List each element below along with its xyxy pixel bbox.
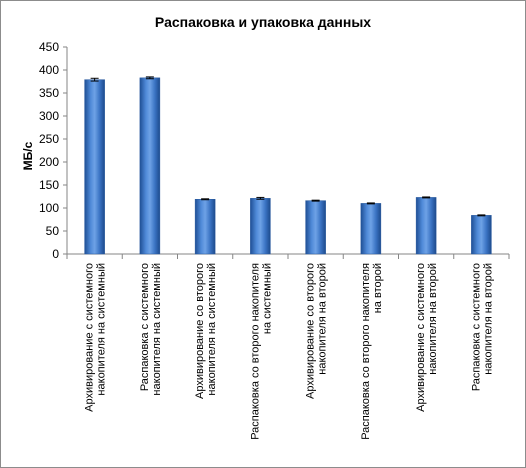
y-tick-label: 450 bbox=[39, 40, 59, 54]
bar-6 bbox=[360, 203, 382, 255]
y-axis-label: МБ/с bbox=[21, 141, 35, 170]
plot-area: 0 50 100 150 200 250 300 350 400 450 Архивирование… bbox=[39, 40, 510, 440]
x-category-label: Распаковка со второго накопителя bbox=[249, 263, 261, 440]
x-category-label: Архивирование с системного bbox=[415, 263, 427, 412]
x-category-label: на системный bbox=[261, 263, 273, 334]
y-tick-label: 150 bbox=[39, 178, 59, 192]
y-tick-label: 350 bbox=[39, 86, 59, 100]
x-category-label: накопителя на второй bbox=[482, 263, 494, 375]
bar-3 bbox=[194, 199, 216, 255]
y-tick-label: 50 bbox=[46, 224, 60, 238]
x-category-label: Распаковка со второго накопителя bbox=[360, 263, 372, 440]
x-category-label: Архивирование со второго bbox=[305, 263, 317, 399]
x-category-label: накопителя на второй bbox=[317, 263, 329, 375]
x-category-label: Архивирование со второго bbox=[194, 263, 206, 399]
x-category-label: на второй bbox=[372, 263, 384, 313]
y-tick-label: 300 bbox=[39, 109, 59, 123]
chart-title: Распаковка и упаковка данных bbox=[155, 14, 371, 30]
x-category-label: накопителя на системный bbox=[206, 263, 218, 396]
bar-4 bbox=[250, 198, 271, 255]
bar-1 bbox=[84, 79, 105, 255]
bar-8 bbox=[471, 215, 492, 255]
y-tick-label: 0 bbox=[52, 247, 59, 261]
x-category-label: накопителя на системный bbox=[96, 263, 108, 396]
y-tick-label: 400 bbox=[39, 63, 59, 77]
x-category-label: Распаковка с системного bbox=[139, 263, 151, 391]
x-category-label: накопителя на второй bbox=[427, 263, 439, 375]
bar-5 bbox=[305, 200, 326, 255]
y-tick-label: 200 bbox=[39, 155, 59, 169]
y-tick-label: 250 bbox=[39, 132, 59, 146]
x-category-label: Распаковка с системного bbox=[470, 263, 482, 391]
x-category-label: накопителя на системный bbox=[151, 263, 163, 396]
bar-7 bbox=[415, 197, 437, 255]
bar-2 bbox=[139, 77, 161, 255]
x-category-label: Архивирование с системного bbox=[84, 263, 96, 412]
y-tick-label: 100 bbox=[39, 201, 59, 215]
